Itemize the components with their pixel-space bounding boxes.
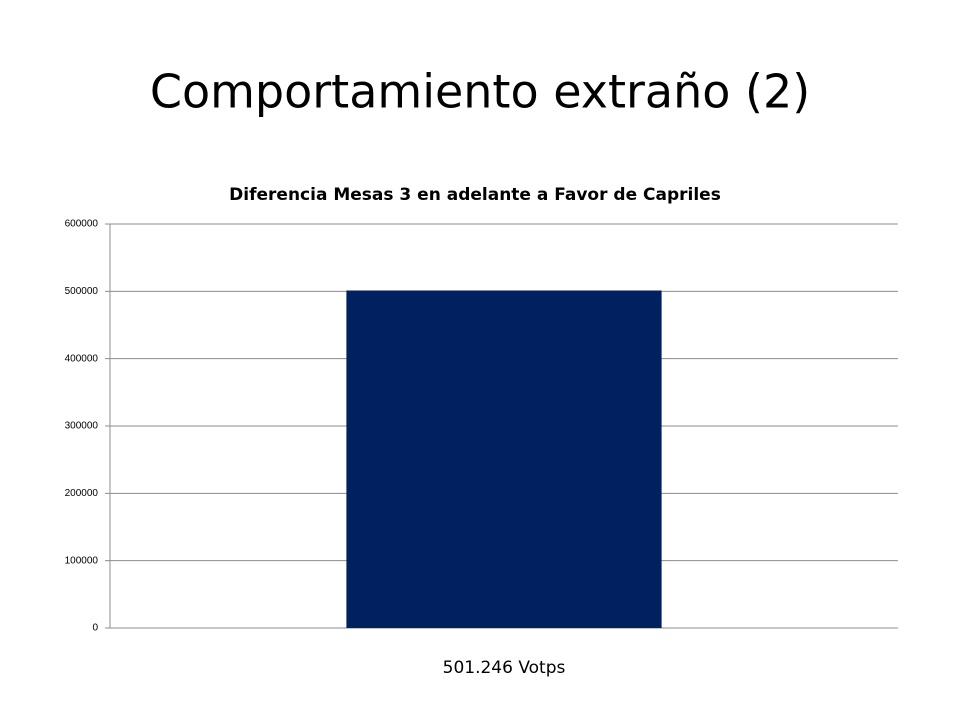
y-tick-label: 300000 bbox=[65, 421, 99, 432]
x-tick-label: 501.246 Votps bbox=[443, 658, 566, 678]
y-tick-label: 100000 bbox=[65, 555, 99, 566]
y-tick-label: 200000 bbox=[65, 488, 99, 499]
y-tick-label: 600000 bbox=[65, 219, 99, 230]
y-tick-label: 0 bbox=[92, 623, 98, 634]
slide-title: Comportamiento extraño (2) bbox=[150, 65, 810, 119]
chart-title: Diferencia Mesas 3 en adelante a Favor d… bbox=[229, 185, 721, 205]
y-tick-label: 400000 bbox=[65, 353, 99, 364]
y-tick-label: 500000 bbox=[65, 286, 99, 297]
bar bbox=[346, 290, 662, 628]
